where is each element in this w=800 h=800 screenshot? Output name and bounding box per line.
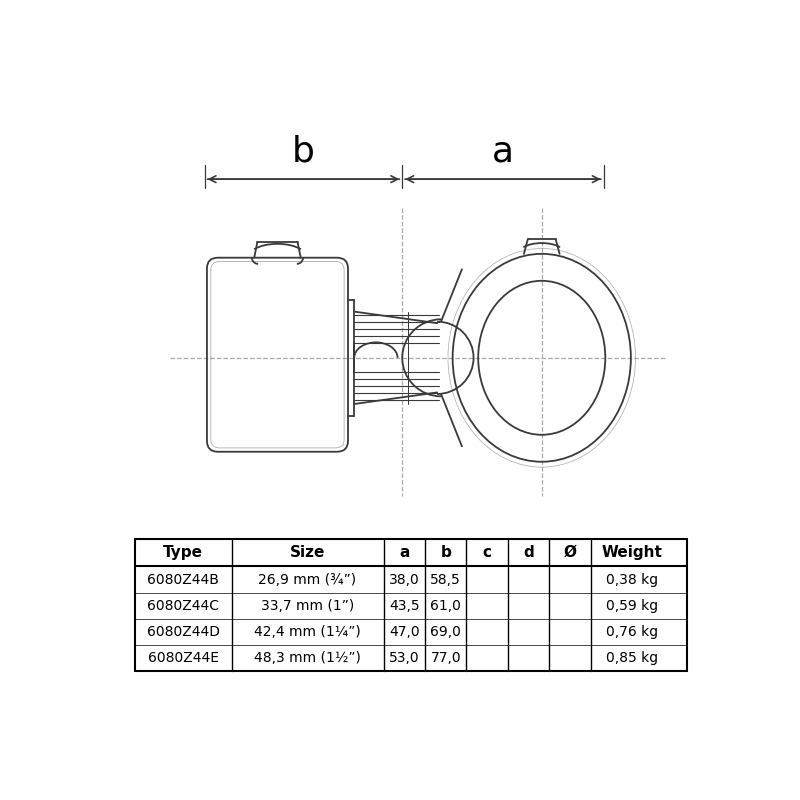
Text: Ø: Ø: [563, 545, 577, 560]
Text: 33,7 mm (1”): 33,7 mm (1”): [261, 598, 354, 613]
Text: 61,0: 61,0: [430, 598, 461, 613]
Text: 58,5: 58,5: [430, 573, 461, 586]
Text: 26,9 mm (¾”): 26,9 mm (¾”): [258, 573, 357, 586]
Text: d: d: [523, 545, 534, 560]
Text: 77,0: 77,0: [430, 651, 461, 665]
Text: Weight: Weight: [602, 545, 662, 560]
Text: 6080Z44D: 6080Z44D: [146, 625, 220, 639]
Text: 0,85 kg: 0,85 kg: [606, 651, 658, 665]
Text: a: a: [399, 545, 410, 560]
Text: 0,38 kg: 0,38 kg: [606, 573, 658, 586]
Text: 42,4 mm (1¼”): 42,4 mm (1¼”): [254, 625, 361, 639]
Text: b: b: [440, 545, 451, 560]
Text: 43,5: 43,5: [389, 598, 419, 613]
Text: 69,0: 69,0: [430, 625, 461, 639]
Text: 6080Z44E: 6080Z44E: [148, 651, 218, 665]
Text: 48,3 mm (1½”): 48,3 mm (1½”): [254, 651, 361, 665]
Text: b: b: [292, 134, 315, 169]
Text: a: a: [492, 134, 514, 169]
Text: 0,59 kg: 0,59 kg: [606, 598, 658, 613]
Text: 6080Z44C: 6080Z44C: [147, 598, 219, 613]
Text: 47,0: 47,0: [389, 625, 419, 639]
Text: 0,76 kg: 0,76 kg: [606, 625, 658, 639]
Text: Type: Type: [163, 545, 203, 560]
Text: 38,0: 38,0: [389, 573, 420, 586]
Text: 53,0: 53,0: [389, 651, 419, 665]
Text: Size: Size: [290, 545, 326, 560]
Text: 6080Z44B: 6080Z44B: [147, 573, 219, 586]
Text: c: c: [482, 545, 492, 560]
